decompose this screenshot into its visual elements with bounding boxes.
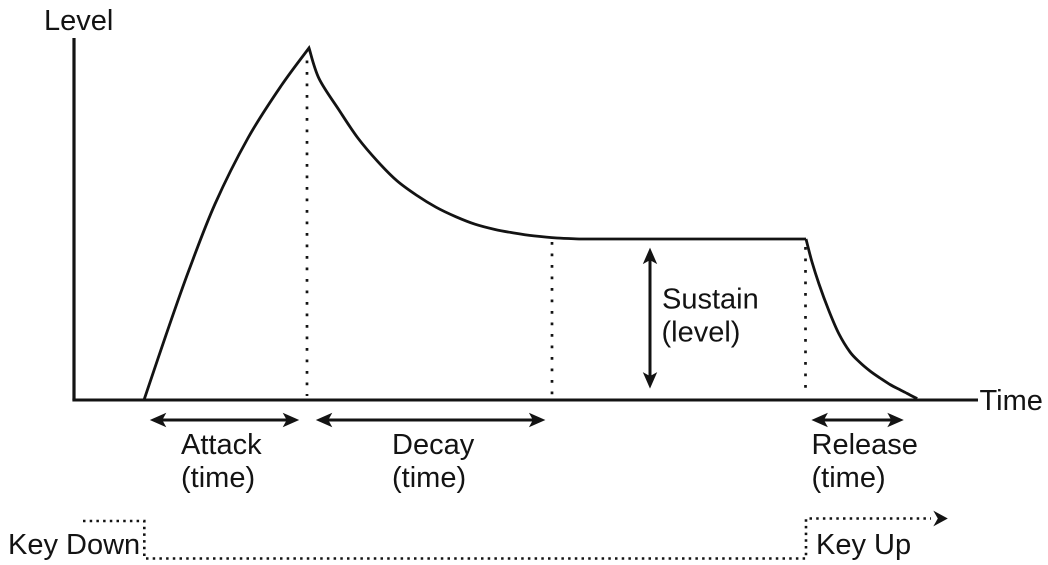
svg-text:(time): (time) [181, 462, 255, 494]
svg-text:Key Down: Key Down [8, 529, 140, 561]
svg-text:Attack: Attack [181, 429, 262, 461]
svg-text:(level): (level) [662, 317, 741, 349]
svg-text:Time: Time [980, 385, 1043, 417]
svg-text:Decay: Decay [392, 429, 475, 461]
svg-text:Key Up: Key Up [816, 529, 911, 561]
svg-text:(time): (time) [392, 462, 466, 494]
svg-text:Release: Release [812, 429, 918, 461]
svg-text:Sustain: Sustain [662, 284, 759, 316]
svg-text:(time): (time) [812, 462, 886, 494]
svg-text:Level: Level [44, 5, 113, 37]
